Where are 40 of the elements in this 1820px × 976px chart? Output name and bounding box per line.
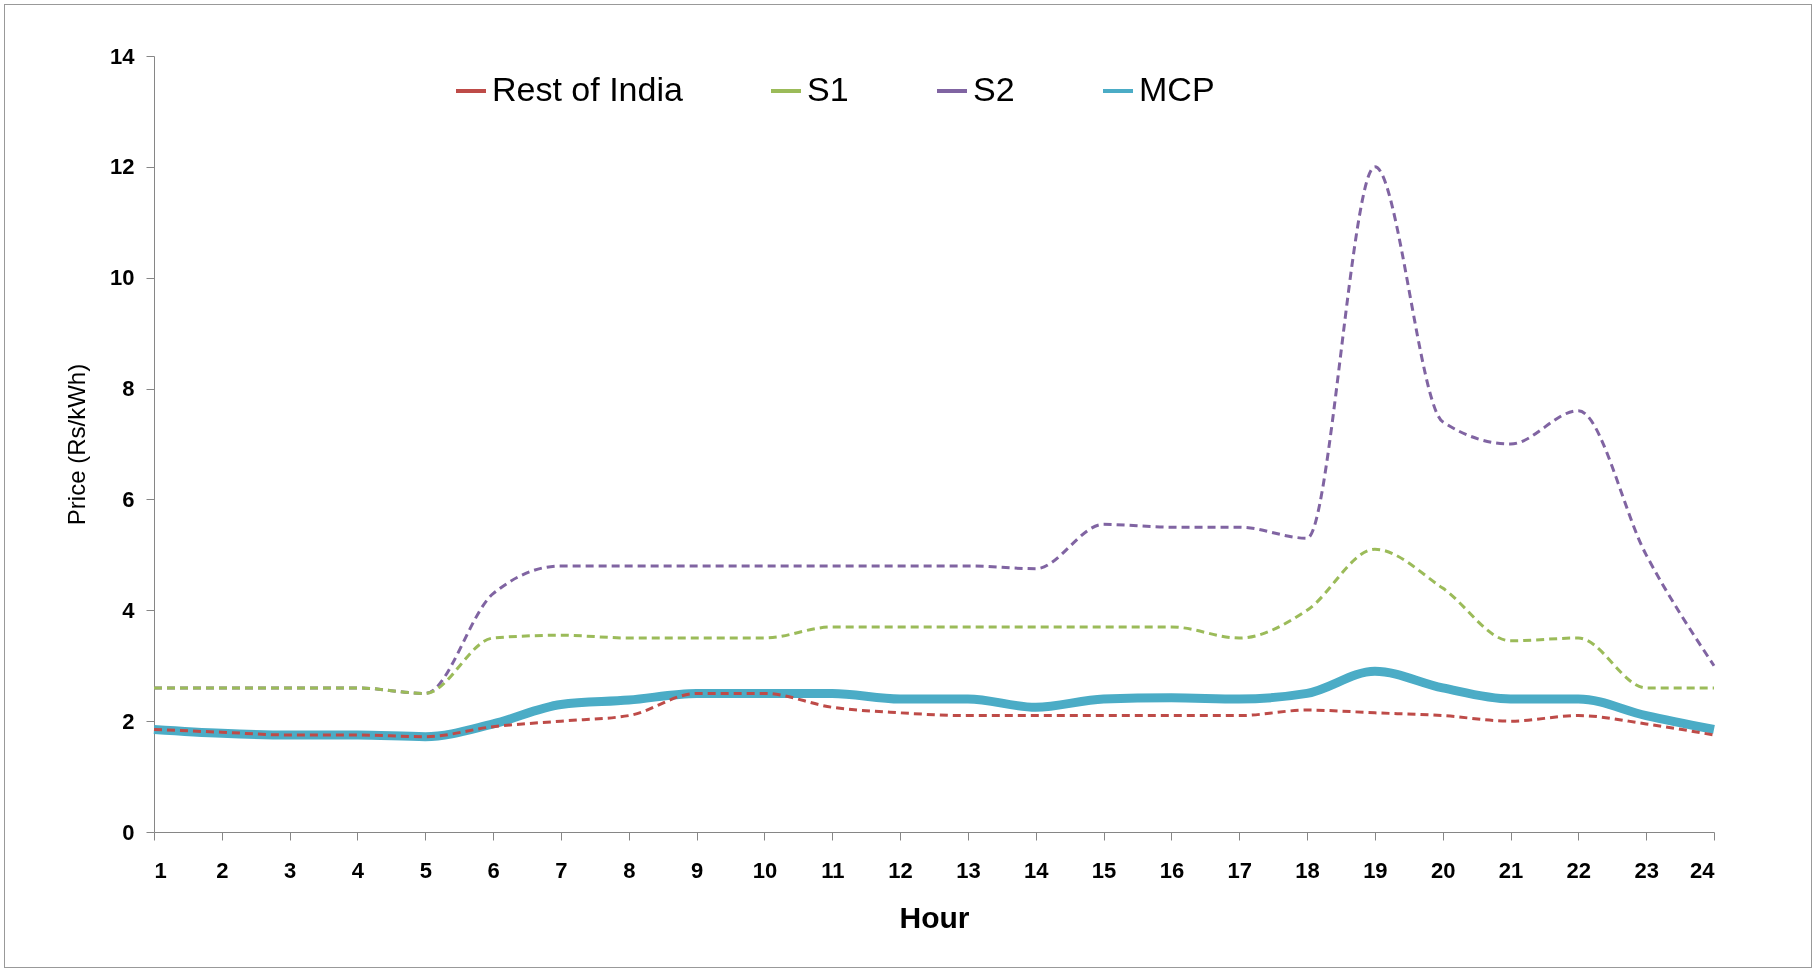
x-tick-label: 12 bbox=[888, 857, 913, 883]
x-tick-label: 15 bbox=[1091, 857, 1117, 883]
legend-label: S1 bbox=[807, 70, 849, 108]
x-tick-label: 7 bbox=[555, 857, 568, 883]
x-tick-label: 10 bbox=[752, 857, 778, 883]
y-tick-label: 0 bbox=[122, 819, 135, 845]
x-tick-label: 3 bbox=[284, 857, 297, 883]
x-tick-label: 13 bbox=[956, 857, 981, 883]
x-tick-label: 8 bbox=[623, 857, 636, 883]
x-tick-label: 16 bbox=[1159, 857, 1185, 883]
x-tick-label: 9 bbox=[690, 857, 704, 883]
y-tick-label: 4 bbox=[122, 597, 136, 623]
x-axis-title: Hour bbox=[899, 900, 970, 934]
x-tick-label: 11 bbox=[821, 857, 845, 883]
x-tick-label: 17 bbox=[1227, 857, 1252, 883]
x-tick-label: 21 bbox=[1498, 857, 1524, 883]
x-tick-label: 4 bbox=[351, 857, 365, 883]
y-tick-label: 14 bbox=[110, 43, 136, 69]
line-series bbox=[152, 691, 1716, 739]
x-tick-label: 6 bbox=[487, 857, 500, 883]
y-tick-label: 10 bbox=[110, 265, 135, 291]
x-tick-label: 5 bbox=[419, 857, 432, 883]
y-axis-title: Price (Rs/kWh) bbox=[63, 363, 91, 526]
legend-label: MCP bbox=[1139, 70, 1215, 108]
x-tick-label: 14 bbox=[1024, 857, 1050, 883]
y-tick-label: 6 bbox=[122, 486, 135, 512]
y-tick-label: 8 bbox=[122, 376, 135, 402]
x-tick-label: 2 bbox=[216, 857, 229, 883]
legend-label: Rest of India bbox=[492, 70, 683, 108]
x-tick-label: 19 bbox=[1363, 857, 1388, 883]
x-tick-label: 24 bbox=[1690, 857, 1716, 883]
legend-label: S2 bbox=[973, 70, 1015, 108]
y-tick-label: 2 bbox=[122, 708, 135, 734]
line-series bbox=[152, 547, 1716, 695]
x-tick-label: 18 bbox=[1295, 857, 1320, 883]
x-tick-label: 22 bbox=[1566, 857, 1592, 883]
x-tick-label: 23 bbox=[1634, 857, 1659, 883]
y-tick-label: 12 bbox=[110, 154, 135, 180]
x-tick-label: 1 bbox=[154, 857, 167, 883]
x-tick-label: 20 bbox=[1430, 857, 1456, 883]
